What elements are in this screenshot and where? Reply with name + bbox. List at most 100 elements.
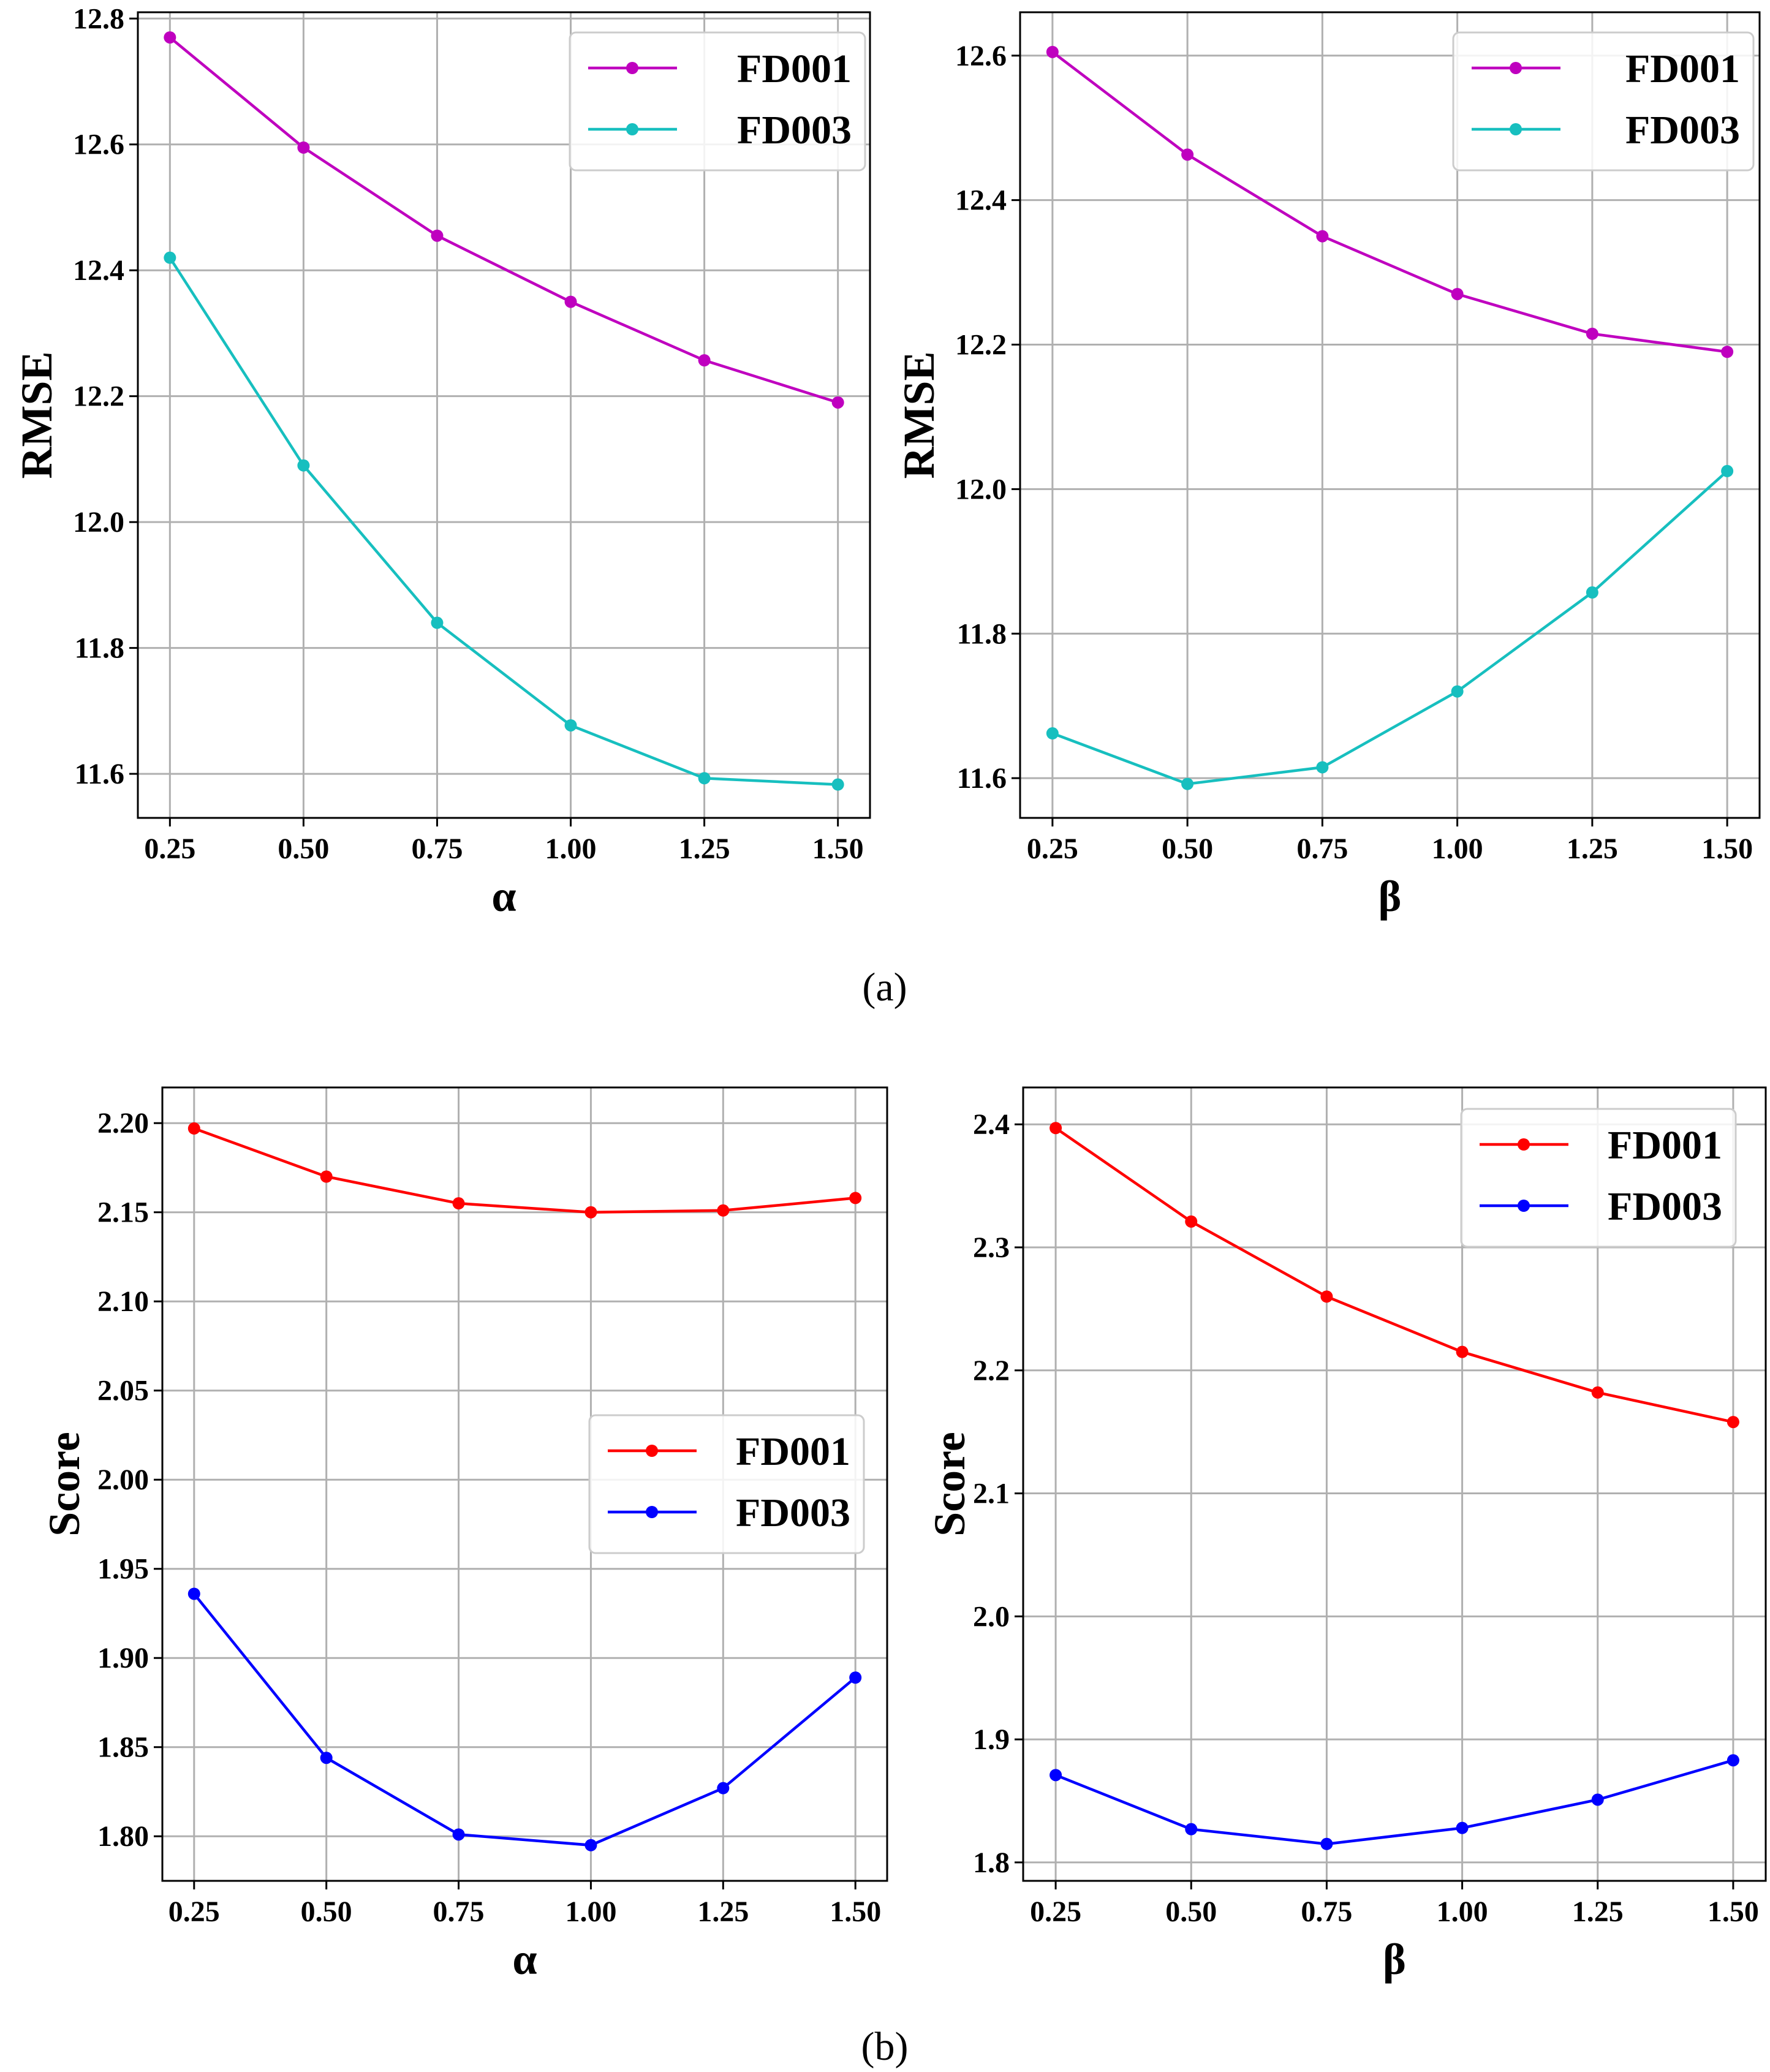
data-point-fd003 (564, 719, 577, 732)
data-point-fd003 (698, 772, 711, 785)
y-tick-label: 12.0 (73, 506, 124, 539)
x-tick-label: 0.50 (301, 1896, 352, 1928)
chart-panels: 0.25 0.50 0.75 1.00 1.25 1.50 11.6 11.8 12.0 12.2… (12, 2, 1767, 1984)
y-tick-label: 1.9 (973, 1723, 1010, 1756)
series-line-fd003 (168, 257, 838, 786)
y-tick-label: 1.95 (97, 1553, 149, 1586)
chart-3: 0.25 0.50 0.75 1.00 1.25 1.50 1.80 1.85 1.90 1.95… (40, 1086, 888, 1984)
series-line-fd001 (168, 36, 839, 404)
chart-1: 0.25 0.50 0.75 1.00 1.25 1.50 11.6 11.8 12.0 12.2… (12, 2, 871, 921)
data-point-fd001 (187, 1122, 200, 1135)
data-point-fd003 (1727, 1754, 1739, 1767)
data-point-fd001 (1181, 148, 1194, 161)
x-tick-label: 0.75 (1296, 833, 1348, 865)
y-tick-label: 2.4 (973, 1108, 1010, 1141)
data-point-fd001 (1050, 1122, 1062, 1135)
legend-label-fd001: FD001 (737, 47, 852, 91)
data-point-fd001 (584, 1206, 597, 1219)
data-point-fd001 (452, 1197, 465, 1210)
series-line-fd003 (1055, 1759, 1734, 1846)
data-point-fd003 (1451, 685, 1464, 698)
x-axis-label: β (1379, 872, 1402, 921)
y-tick-label: 12.8 (73, 2, 124, 35)
data-point-fd001 (320, 1170, 333, 1183)
legend-marker-fd001 (1510, 62, 1522, 74)
x-tick-label: 1.50 (1701, 833, 1753, 865)
legend: FD001 FD003 (1460, 1108, 1737, 1248)
legend-marker-fd001 (646, 1445, 658, 1457)
data-point-fd003 (1320, 1837, 1333, 1850)
x-tick-label: 1.00 (545, 833, 597, 865)
data-point-fd001 (1586, 327, 1598, 340)
legend-label-fd001: FD001 (736, 1429, 850, 1474)
y-tick-label: 1.85 (97, 1731, 149, 1764)
data-point-fd003 (1316, 761, 1329, 774)
x-tick-label: 1.00 (1437, 1896, 1488, 1928)
legend-marker-fd001 (626, 62, 638, 74)
chart-2: 0.25 0.50 0.75 1.00 1.25 1.50 11.6 11.8 12.0 12.2… (894, 11, 1761, 921)
caption-a: (a) (862, 965, 907, 1010)
legend-label-fd003: FD003 (1625, 108, 1740, 153)
x-tick-label: 1.25 (679, 833, 730, 865)
legend-marker-fd001 (1518, 1138, 1530, 1151)
plot-frame (161, 1086, 888, 1882)
data-point-fd003 (1586, 586, 1598, 599)
series-line-fd003 (1052, 470, 1728, 785)
y-tick-label: 12.4 (73, 254, 124, 287)
x-tick-label: 0.50 (1162, 833, 1213, 865)
data-point-fd003 (831, 778, 844, 791)
x-tick-label: 1.00 (1432, 833, 1483, 865)
x-tick-label: 1.25 (697, 1896, 749, 1928)
x-tick-label: 0.50 (1165, 1896, 1217, 1928)
data-point-fd001 (1185, 1215, 1198, 1228)
data-point-fd003 (717, 1782, 730, 1794)
series-line-fd003 (193, 1593, 857, 1847)
x-tick-label: 0.75 (411, 833, 463, 865)
y-tick-label: 2.1 (973, 1478, 1010, 1510)
y-axis-label: RMSE (894, 351, 944, 478)
caption-b: (b) (861, 2024, 909, 2069)
x-axis-label: α (491, 872, 516, 921)
legend-label-fd001: FD001 (1608, 1123, 1722, 1168)
data-point-fd003 (452, 1828, 465, 1841)
data-point-fd001 (297, 141, 310, 154)
data-point-fd003 (849, 1671, 862, 1684)
y-tick-label: 2.2 (973, 1355, 1010, 1387)
series-line-fd001 (1051, 51, 1728, 354)
plot-frame (1022, 1086, 1767, 1882)
data-point-fd001 (431, 229, 444, 242)
y-tick-label: 1.8 (973, 1847, 1010, 1879)
x-tick-label: 0.50 (278, 833, 329, 865)
x-tick-label: 1.50 (812, 833, 864, 865)
data-point-fd003 (187, 1587, 200, 1600)
data-point-fd001 (1591, 1386, 1604, 1399)
data-point-fd001 (831, 396, 844, 409)
legend-marker-fd003 (646, 1506, 658, 1518)
data-point-fd003 (1050, 1769, 1062, 1782)
y-axis-label: Score (40, 1432, 89, 1537)
legend-label-fd001: FD001 (1625, 47, 1740, 91)
data-point-fd001 (1451, 287, 1464, 300)
x-tick-label: 1.00 (565, 1896, 616, 1928)
y-tick-label: 11.6 (75, 758, 124, 790)
legend: FD001 FD003 (1452, 31, 1755, 172)
data-point-fd003 (1185, 1823, 1198, 1836)
y-tick-label: 12.0 (955, 473, 1007, 505)
y-tick-label: 11.8 (957, 618, 1007, 650)
y-tick-label: 2.20 (97, 1107, 149, 1140)
data-point-fd003 (164, 251, 176, 264)
x-axis-label: α (512, 1935, 537, 1984)
series-line-fd001 (194, 1127, 856, 1214)
data-point-fd003 (320, 1752, 333, 1764)
data-point-fd003 (1721, 464, 1734, 477)
legend-marker-fd003 (1510, 123, 1522, 135)
plot-frame (1019, 11, 1761, 819)
x-tick-label: 0.25 (144, 833, 195, 865)
y-tick-label: 12.4 (955, 184, 1007, 217)
x-tick-label: 0.25 (1027, 833, 1078, 865)
y-tick-label: 11.6 (957, 762, 1007, 795)
legend-label-fd003: FD003 (737, 108, 852, 153)
y-tick-label: 11.8 (75, 632, 124, 665)
data-point-fd001 (717, 1204, 730, 1217)
